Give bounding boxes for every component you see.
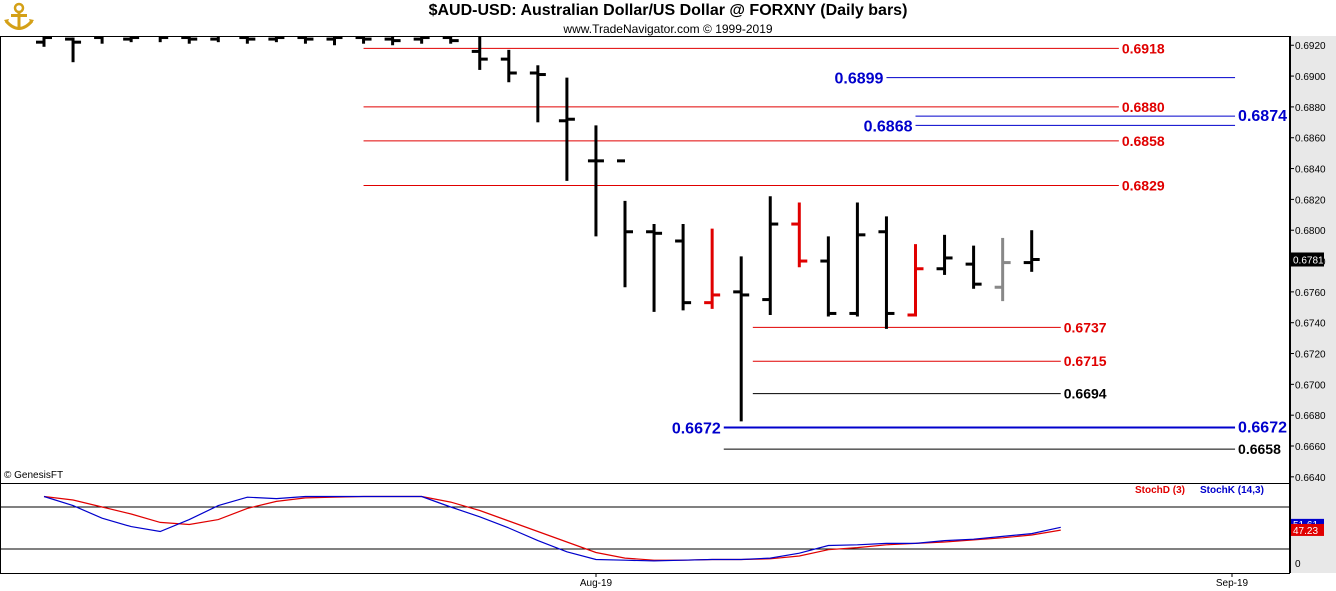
level-label: 0.6829 (1122, 178, 1165, 194)
time-tick-label: Aug-19 (580, 578, 613, 589)
level-label: 0.6715 (1064, 353, 1107, 369)
chart-frames (0, 36, 1336, 574)
stoch-tick-label: 0 (1295, 559, 1301, 570)
price-tick-label: 0.6900 (1295, 72, 1326, 83)
level-label: 0.6858 (1122, 133, 1165, 149)
chart-title: $AUD-USD: Australian Dollar/US Dollar @ … (428, 2, 908, 19)
price-tick-label: 0.6740 (1295, 319, 1326, 330)
price-tick-label: 0.6880 (1295, 103, 1326, 114)
level-label: 0.6672 (1238, 420, 1287, 437)
price-tick-label: 0.6920 (1295, 41, 1326, 52)
stoch-k-line (43, 495, 1061, 562)
last-price-label: 0.6781 (1293, 256, 1324, 267)
stoch-d-line (43, 495, 1061, 561)
price-tick-label: 0.6860 (1295, 134, 1326, 145)
time-axis: Aug-19 Sep-19 (580, 573, 1249, 589)
price-tick-label: 0.6820 (1295, 195, 1326, 206)
level-label: 0.6918 (1122, 40, 1165, 56)
stochastic-panel: StochD (3)StochK (14,3)051.6147.23 (0, 485, 1324, 570)
level-label: 0.6737 (1064, 319, 1107, 335)
copyright-label: © GenesisFT (4, 470, 63, 481)
price-axis: 0.6920 0.6900 0.6880 0.6860 0.6840 0.6820 0.68… (1290, 41, 1326, 484)
stoch-d-marker (1291, 523, 1324, 536)
level-label: 0.6672 (672, 421, 721, 438)
price-tick-label: 0.6800 (1295, 226, 1326, 237)
level-label: 0.6899 (835, 71, 884, 88)
stoch-k-legend: StochK (14,3) (1200, 485, 1264, 496)
price-tick-label: 0.6700 (1295, 380, 1326, 391)
level-label: 0.6880 (1122, 99, 1165, 115)
level-label: 0.6658 (1238, 441, 1281, 457)
stoch-k-marker (1291, 518, 1324, 529)
level-label: 0.6694 (1064, 386, 1107, 402)
chart-subtitle: www.TradeNavigator.com © 1999-2019 (563, 22, 773, 36)
last-price-marker (1291, 252, 1324, 267)
level-label: 0.6868 (864, 118, 913, 135)
price-tick-label: 0.6760 (1295, 288, 1326, 299)
price-tick-label: 0.6660 (1295, 442, 1326, 453)
price-panel-frame (0, 36, 1290, 484)
stoch-d-value: 47.23 (1293, 526, 1318, 537)
price-tick-label: 0.6720 (1295, 350, 1326, 361)
time-tick-label: Sep-19 (1216, 578, 1249, 589)
stochastic-panel-frame (0, 483, 1290, 574)
stoch-d-legend: StochD (3) (1135, 485, 1185, 496)
axis-background (1290, 36, 1336, 573)
price-bars: © GenesisFT (4, 36, 1040, 481)
price-tick-label: 0.6640 (1295, 473, 1326, 484)
level-label: 0.6874 (1238, 108, 1287, 125)
price-tick-label: 0.6840 (1295, 165, 1326, 176)
price-levels: 0.6918 0.6899 0.6880 0.6874 0.6868 0.6858 0.68… (363, 40, 1287, 457)
trade-navigator-logo-icon (4, 2, 34, 30)
price-tick-label: 0.6680 (1295, 411, 1326, 422)
